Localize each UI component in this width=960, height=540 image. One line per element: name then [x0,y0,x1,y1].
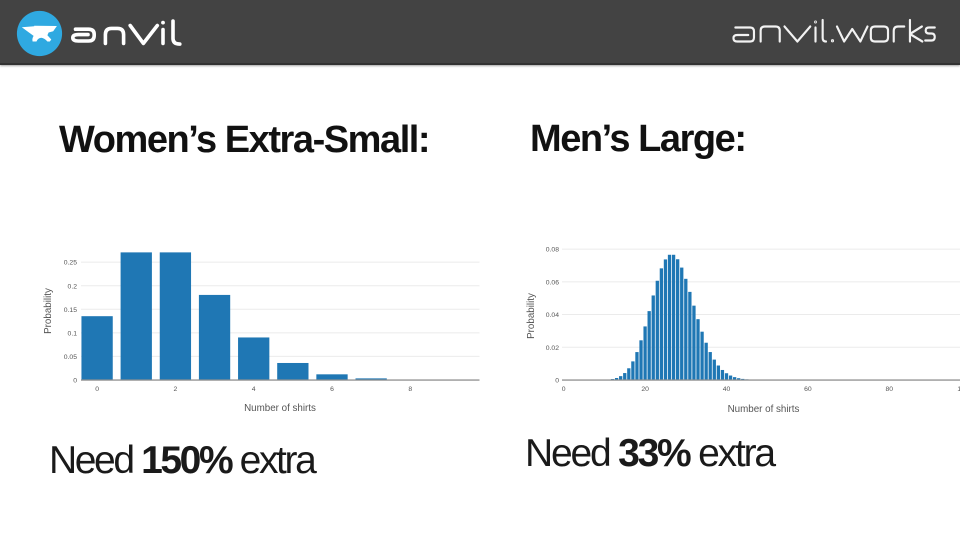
svg-text:0: 0 [95,386,99,393]
svg-text:40: 40 [723,386,731,393]
svg-text:100: 100 [957,386,960,393]
svg-text:2: 2 [174,386,178,393]
svg-text:Probability: Probability [526,293,537,339]
svg-text:0: 0 [73,378,77,385]
svg-text:0.06: 0.06 [546,279,559,286]
svg-text:0.25: 0.25 [64,260,77,267]
svg-text:0.05: 0.05 [64,354,77,361]
svg-text:6: 6 [330,386,334,393]
svg-text:60: 60 [804,386,812,393]
svg-text:8: 8 [408,386,412,393]
svg-text:Probability: Probability [43,288,54,334]
svg-text:0.2: 0.2 [68,283,78,290]
svg-text:0: 0 [555,378,559,385]
svg-text:Number of shirts: Number of shirts [728,404,800,415]
svg-text:0.08: 0.08 [546,247,559,254]
svg-text:4: 4 [252,386,256,393]
svg-text:0.15: 0.15 [64,307,77,314]
svg-text:0.02: 0.02 [546,345,559,352]
svg-text:0: 0 [562,386,566,393]
svg-text:20: 20 [641,386,649,393]
svg-text:0.04: 0.04 [546,312,559,319]
svg-text:0.1: 0.1 [68,330,78,337]
svg-text:80: 80 [886,386,894,393]
svg-text:Number of shirts: Number of shirts [244,403,316,414]
